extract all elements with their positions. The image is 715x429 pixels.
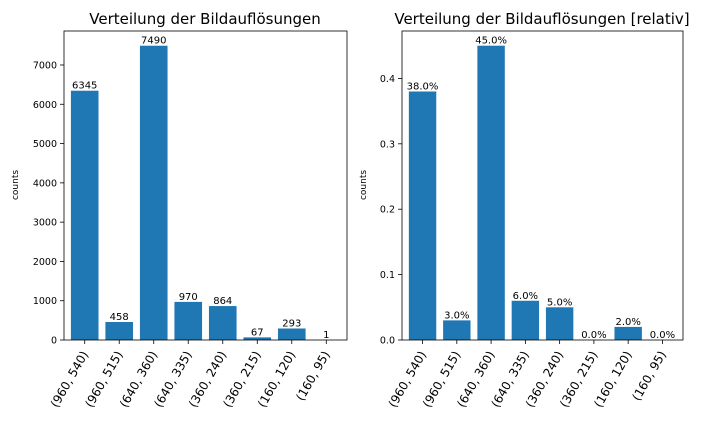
chart-1-data-label-5: 0.0% [581, 330, 606, 341]
chart-panel-relative: Verteilung der Bildauflösungen [relativ]… [359, 10, 690, 410]
chart-0-data-label-7: 1 [323, 330, 329, 341]
chart-title-absolute: Verteilung der Bildauflösungen [89, 10, 320, 28]
chart-0-bar-5 [243, 337, 272, 340]
chart-0-bar-2 [139, 45, 168, 340]
chart-1-data-label-3: 6.0% [513, 291, 538, 302]
chart-0-bar-3 [174, 301, 203, 340]
chart-1-data-label-7: 0.0% [650, 330, 675, 341]
chart-1-bar-4 [545, 307, 574, 340]
chart-0-ytick-label-0: 0 [51, 336, 57, 347]
chart-1-ytick-label-3: 0.3 [380, 139, 395, 150]
chart-1-bar-1 [443, 320, 471, 340]
chart-1-axes-frame [401, 30, 684, 341]
chart-0-axes-frame [63, 30, 348, 341]
chart-0-data-label-2: 7490 [141, 36, 166, 47]
chart-0-xtick-label-7: (160, 95) [293, 349, 333, 404]
chart-panel-absolute: Verteilung der Bildauflösungen counts 63… [11, 10, 348, 410]
chart-1-ytick-label-0: 0.0 [380, 336, 395, 347]
chart-1-data-label-6: 2.0% [615, 317, 640, 328]
chart-1-data-label-2: 45.0% [475, 36, 507, 47]
chart-0-data-label-3: 970 [179, 292, 198, 303]
chart-0-ytick-label-3: 3000 [33, 218, 57, 229]
chart-1-ytick-label-1: 0.1 [380, 270, 395, 281]
chart-0-bar-6 [277, 328, 306, 340]
chart-0-data-label-4: 864 [213, 296, 232, 307]
chart-0-data-label-0: 6345 [72, 81, 97, 92]
chart-1-data-label-1: 3.0% [444, 310, 469, 321]
chart-1-bar-3 [511, 300, 540, 340]
chart-0-data-label-1: 458 [110, 312, 129, 323]
chart-0-ytick-label-4: 4000 [33, 178, 57, 189]
chart-0-data-label-5: 67 [251, 327, 264, 338]
y-axis-label-absolute: counts [11, 170, 21, 200]
chart-title-relative: Verteilung der Bildauflösungen [relativ] [394, 10, 689, 28]
chart-0-ytick-label-1: 1000 [33, 296, 57, 307]
chart-0-ytick-label-5: 5000 [33, 139, 57, 150]
chart-1-data-label-4: 5.0% [547, 297, 572, 308]
chart-0-bar-0 [70, 90, 99, 340]
chart-1-ytick-label-4: 0.4 [380, 74, 395, 85]
y-axis-label-relative: counts [359, 170, 369, 200]
chart-0-bar-1 [105, 322, 134, 340]
chart-1-ytick-label-2: 0.2 [380, 205, 395, 216]
chart-1-bar-0 [408, 91, 437, 341]
chart-1-bar-2 [477, 45, 505, 341]
chart-0-ytick-label-6: 6000 [33, 100, 57, 111]
chart-0-ytick-label-7: 7000 [33, 60, 57, 71]
chart-1-bar-6 [614, 326, 642, 340]
chart-0-bar-4 [208, 306, 237, 340]
chart-1-data-label-0: 38.0% [407, 81, 439, 92]
chart-1-xtick-label-7: (160, 95) [629, 349, 669, 404]
chart-0-ytick-label-2: 2000 [33, 257, 57, 268]
chart-0-data-label-6: 293 [282, 318, 301, 329]
